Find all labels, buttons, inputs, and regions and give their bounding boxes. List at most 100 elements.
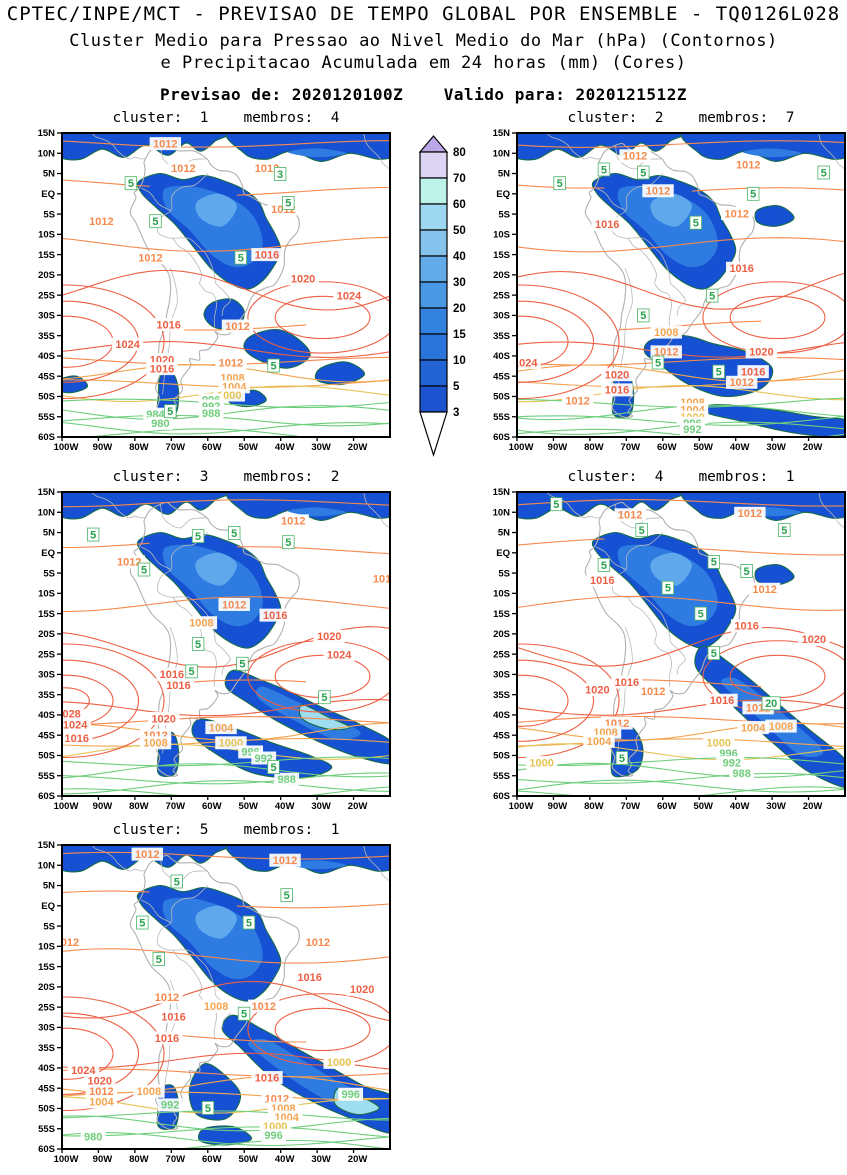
pressure-contour-label: 1020 bbox=[84, 1074, 116, 1087]
svg-text:5: 5 bbox=[205, 1103, 211, 1115]
precip-contour-label: 5 bbox=[817, 165, 830, 180]
colorbar-tick-label: 50 bbox=[453, 225, 466, 237]
svg-text:1028: 1028 bbox=[56, 709, 80, 721]
precip-contour-label: 5 bbox=[267, 358, 280, 373]
precip-contour-label: 5 bbox=[615, 751, 629, 765]
pressure-contour-label: 996 bbox=[261, 1128, 286, 1142]
svg-text:EQ: EQ bbox=[41, 548, 55, 559]
coastline bbox=[545, 492, 845, 777]
svg-text:30S: 30S bbox=[38, 670, 55, 681]
pressure-contour-label: 1020 bbox=[581, 683, 614, 696]
svg-text:1020: 1020 bbox=[291, 274, 315, 286]
colorbar-tick-label: 10 bbox=[453, 355, 466, 367]
precip-contour-label: 5 bbox=[86, 527, 100, 542]
svg-text:60W: 60W bbox=[202, 442, 222, 453]
precip-contour-label: 5 bbox=[746, 186, 760, 201]
pressure-contour-label: 1012 bbox=[85, 214, 118, 228]
figure-subtitle-line2: e Precipitacao Acumulada em 24 horas (mm… bbox=[160, 53, 687, 73]
contour-labels: 1012 101210161012101610201016101210201016… bbox=[525, 497, 830, 780]
svg-text:90W: 90W bbox=[93, 801, 113, 812]
svg-text:5: 5 bbox=[640, 310, 646, 322]
svg-text:70W: 70W bbox=[166, 442, 186, 453]
pressure-contour-label: 1012 bbox=[221, 319, 254, 333]
precip-contour-label: 5 bbox=[152, 952, 165, 966]
svg-text:90W: 90W bbox=[93, 1154, 113, 1165]
svg-text:1012: 1012 bbox=[117, 557, 141, 569]
pressure-contour-label: 1028 bbox=[56, 707, 85, 721]
colorbar-tick-label: 5 bbox=[453, 381, 460, 393]
svg-text:70W: 70W bbox=[621, 442, 641, 453]
svg-text:1020: 1020 bbox=[317, 631, 341, 643]
colorbar-band bbox=[419, 385, 448, 413]
svg-text:5: 5 bbox=[270, 360, 276, 372]
pressure-contour-label: 1016 bbox=[151, 1031, 183, 1045]
precip-contour-label: 20 bbox=[761, 696, 781, 711]
pressure-contour-label: 1012 bbox=[637, 684, 669, 698]
precip-contour-label: 5 bbox=[137, 562, 151, 577]
svg-text:35S: 35S bbox=[38, 690, 55, 701]
precip-contour-label: 5 bbox=[267, 760, 280, 775]
svg-text:5: 5 bbox=[285, 537, 291, 549]
pressure-contour-label: 1008 bbox=[200, 999, 232, 1013]
pressure-contour-label: 1012 bbox=[302, 935, 334, 949]
precip-contour-label: 5 bbox=[707, 646, 721, 661]
svg-text:20W: 20W bbox=[803, 442, 823, 453]
svg-text:1000: 1000 bbox=[327, 1057, 351, 1069]
svg-text:15N: 15N bbox=[493, 128, 511, 139]
colorbar-band bbox=[419, 229, 448, 257]
svg-text:1024: 1024 bbox=[63, 719, 88, 731]
svg-text:50W: 50W bbox=[238, 442, 258, 453]
svg-text:1012: 1012 bbox=[306, 937, 330, 949]
map-panel-cluster-4: 1012 101210161012101610201016101210201016… bbox=[493, 487, 846, 812]
pressure-contour-label: 1020 bbox=[745, 345, 778, 359]
svg-text:1012: 1012 bbox=[281, 516, 305, 528]
svg-text:40S: 40S bbox=[493, 351, 510, 362]
map-panel-cluster-1: 1012 1012 1012 1012 1012 1012 1016 1020 1024 1024… bbox=[38, 128, 391, 453]
pressure-contour-label: 1012 bbox=[151, 990, 183, 1004]
svg-text:5: 5 bbox=[152, 216, 158, 228]
precip-contour-label: 5 bbox=[318, 690, 331, 705]
svg-text:55S: 55S bbox=[493, 412, 510, 423]
svg-text:5: 5 bbox=[141, 564, 147, 576]
svg-text:1024: 1024 bbox=[327, 649, 352, 661]
svg-text:5: 5 bbox=[557, 178, 563, 190]
svg-text:80W: 80W bbox=[584, 801, 604, 812]
svg-text:1012: 1012 bbox=[222, 599, 246, 611]
svg-text:1012: 1012 bbox=[738, 508, 762, 520]
svg-text:1012: 1012 bbox=[565, 395, 589, 407]
svg-text:5: 5 bbox=[167, 406, 173, 418]
svg-text:50S: 50S bbox=[493, 392, 510, 403]
precip-contour-label: 5 bbox=[124, 176, 138, 191]
svg-text:1016: 1016 bbox=[595, 219, 619, 231]
svg-text:1012: 1012 bbox=[55, 937, 79, 949]
pressure-contour-label: 1024 bbox=[323, 648, 355, 661]
pressure-contour-label: 1024 bbox=[333, 289, 365, 302]
svg-text:40W: 40W bbox=[275, 801, 295, 812]
colorbar-band bbox=[419, 177, 448, 205]
precip-contour-label: 5 bbox=[637, 165, 650, 180]
svg-text:25S: 25S bbox=[493, 290, 510, 301]
precip-contour-label: 5 bbox=[234, 250, 247, 265]
svg-text:60W: 60W bbox=[657, 442, 677, 453]
pressure-contour-label: 1008 bbox=[765, 719, 797, 733]
svg-text:45S: 45S bbox=[493, 371, 510, 382]
pressure-contour-label: 1016 bbox=[259, 608, 291, 622]
pressure-contour-label: 1016 bbox=[251, 1071, 283, 1084]
svg-text:30W: 30W bbox=[311, 442, 331, 453]
map-frame bbox=[61, 132, 391, 438]
pressure-contour-label: 1016 bbox=[156, 667, 188, 681]
svg-text:45S: 45S bbox=[493, 730, 510, 741]
svg-text:1008: 1008 bbox=[204, 1001, 228, 1013]
pressure-contour-label: 1016 bbox=[730, 619, 763, 633]
panel-title-cluster-5: cluster: 5 membros: 1 bbox=[112, 822, 340, 838]
svg-text:5N: 5N bbox=[43, 169, 55, 180]
svg-text:30S: 30S bbox=[38, 1023, 55, 1034]
svg-text:5: 5 bbox=[698, 608, 704, 620]
svg-text:5: 5 bbox=[640, 167, 646, 179]
pressure-contour-label: 1012 bbox=[725, 375, 758, 389]
svg-text:40S: 40S bbox=[38, 710, 55, 721]
svg-text:1000: 1000 bbox=[219, 738, 243, 750]
axis-labels: 15N 10N 5N EQ 5S 10S 15S 20S 25S 30S 35S 40S 45S 50S 5… bbox=[38, 128, 368, 453]
pressure-contour-lines bbox=[62, 140, 390, 437]
